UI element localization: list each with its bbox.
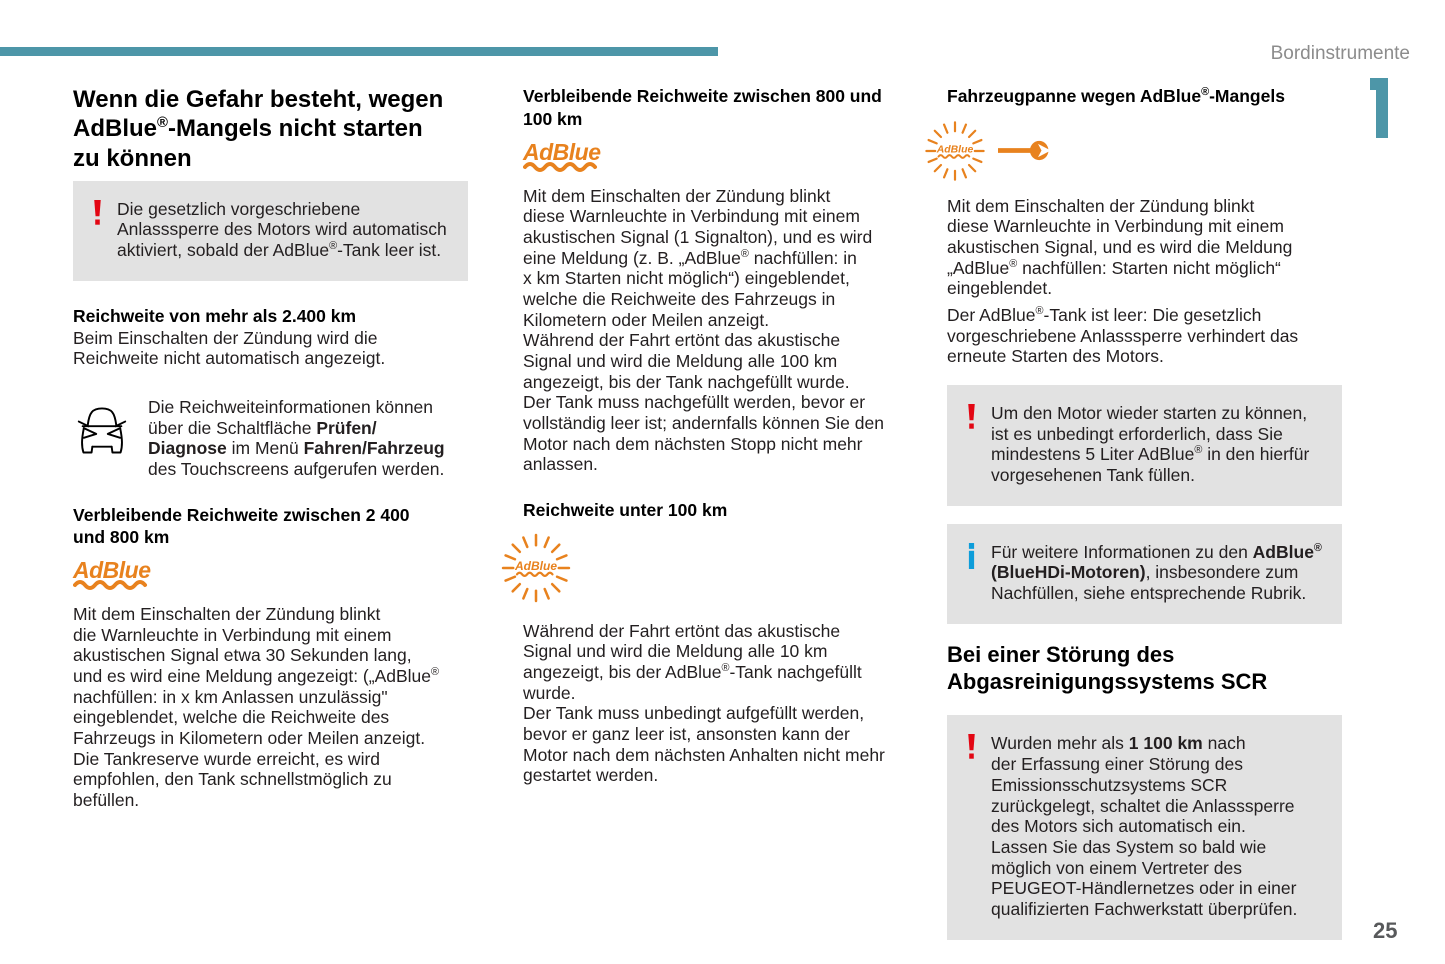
svg-text:AdBlue: AdBlue [936,144,974,155]
svg-text:AdBlue: AdBlue [514,559,557,573]
